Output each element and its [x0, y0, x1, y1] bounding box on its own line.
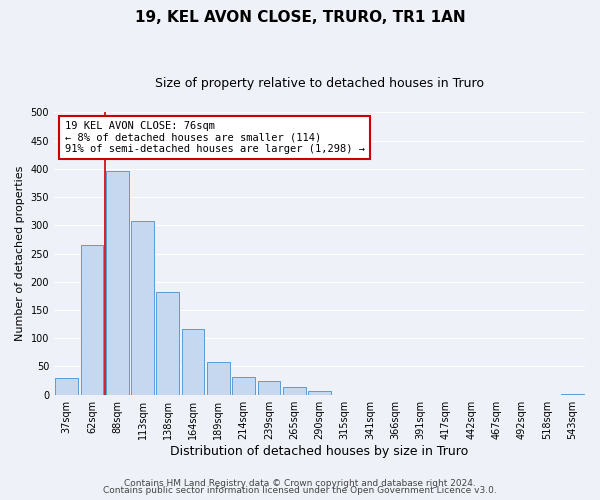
Text: 19 KEL AVON CLOSE: 76sqm
← 8% of detached houses are smaller (114)
91% of semi-d: 19 KEL AVON CLOSE: 76sqm ← 8% of detache…	[65, 121, 365, 154]
Bar	[157, 292, 179, 394]
Bar	[257, 380, 280, 394]
Text: 19, KEL AVON CLOSE, TRURO, TR1 1AN: 19, KEL AVON CLOSE, TRURO, TR1 1AN	[134, 10, 466, 25]
Y-axis label: Number of detached properties: Number of detached properties	[15, 166, 25, 342]
Bar	[283, 387, 305, 394]
Title: Size of property relative to detached houses in Truro: Size of property relative to detached ho…	[155, 78, 484, 90]
Bar	[80, 245, 103, 394]
Text: Contains public sector information licensed under the Open Government Licence v3: Contains public sector information licen…	[103, 486, 497, 495]
Text: Contains HM Land Registry data © Crown copyright and database right 2024.: Contains HM Land Registry data © Crown c…	[124, 478, 476, 488]
Bar	[207, 362, 230, 394]
Bar	[131, 221, 154, 394]
Bar	[308, 392, 331, 394]
Bar	[232, 376, 255, 394]
Bar	[106, 171, 128, 394]
Bar	[55, 378, 78, 394]
X-axis label: Distribution of detached houses by size in Truro: Distribution of detached houses by size …	[170, 444, 469, 458]
Bar	[182, 329, 205, 394]
